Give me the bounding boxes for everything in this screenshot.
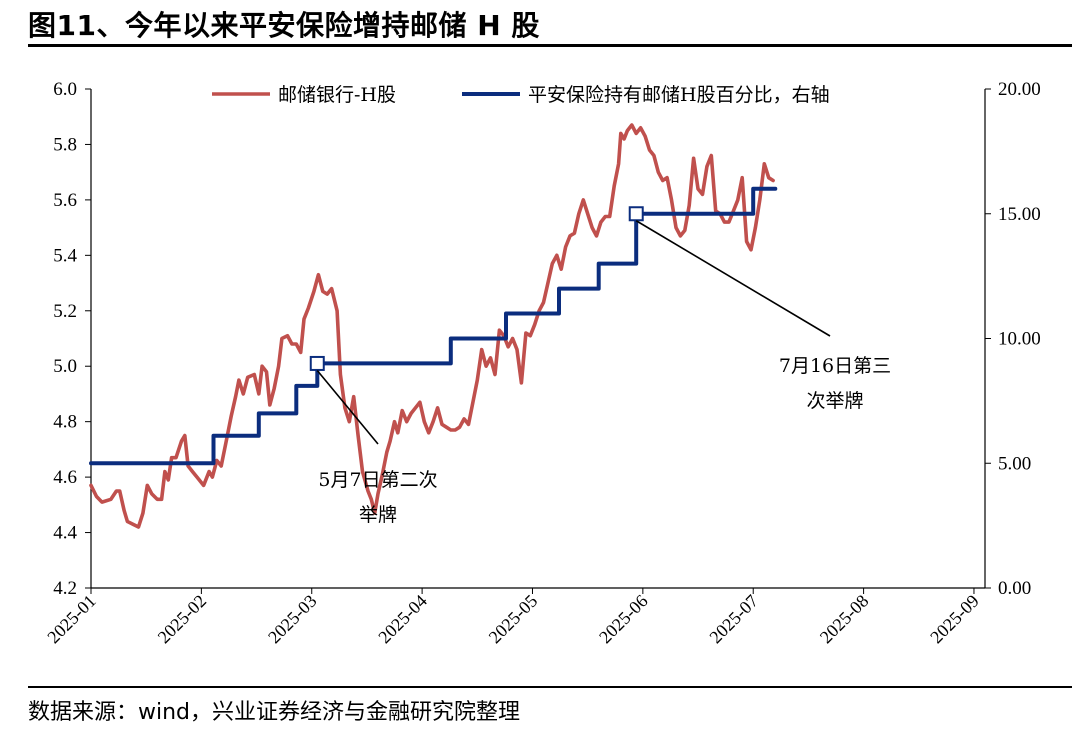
left-axis-tick-label: 5.8	[53, 134, 77, 155]
chart-legend: 邮储银行-H股 平安保险持有邮储H股百分比，右轴	[212, 84, 830, 106]
left-axis-tick-label: 5.2	[53, 301, 77, 322]
source-rule	[28, 686, 1072, 688]
x-axis-tick-label: 2025-09	[926, 591, 983, 648]
annotation-text-2: 7月16日第三	[779, 355, 891, 377]
source-note: 数据来源：wind，兴业证券经济与金融研究院整理	[28, 700, 521, 725]
right-axis-tick-label: 10.00	[998, 329, 1041, 350]
annotation-leader-line-1	[316, 369, 379, 445]
left-axis-tick-label: 4.8	[53, 412, 77, 433]
x-axis-tick-label: 2025-07	[705, 591, 762, 648]
x-axis-tick-label: 2025-01	[43, 591, 100, 648]
left-axis-tick-label: 4.2	[53, 578, 77, 599]
x-axis-tick-label: 2025-05	[485, 591, 542, 648]
right-axis-tick-label: 0.00	[998, 578, 1031, 599]
legend-label-price: 邮储银行-H股	[278, 84, 396, 106]
chart-canvas: 4.2 4.4 4.6 4.8 5.0 5.2 5.4 5.6 5.8 6.0 0.00 5.00 10…	[43, 79, 1041, 648]
right-axis-tick-label: 15.00	[998, 204, 1041, 225]
annotation-text-1: 举牌	[359, 504, 397, 526]
x-axis-tick-label: 2025-08	[816, 591, 873, 648]
holding-marker-2	[628, 206, 644, 222]
left-axis-tick-label: 4.6	[53, 467, 77, 488]
series-line-pingan-holding-pct	[89, 186, 778, 466]
holding-marker-1	[309, 355, 325, 371]
left-axis-tick-label: 5.4	[53, 245, 77, 266]
annotation-leader-line-2	[635, 220, 831, 337]
series-line-psbc-h-price	[89, 123, 775, 529]
legend-label-holding: 平安保险持有邮储H股百分比，右轴	[528, 84, 830, 106]
figure-title: 图11、今年以来平安保险增持邮储 H 股	[28, 9, 540, 42]
left-axis-tick-label: 5.6	[53, 190, 77, 211]
right-axis-tick-label: 20.00	[998, 79, 1041, 100]
x-axis-tick-label: 2025-03	[264, 591, 321, 648]
x-axis-tick-label: 2025-04	[374, 591, 431, 648]
annotation-text-2: 次举牌	[806, 390, 863, 412]
annotation-text-1: 5月7日第二次	[318, 469, 437, 491]
left-axis-tick-label: 6.0	[53, 79, 77, 100]
right-axis-tick-label: 5.00	[998, 453, 1031, 474]
chart-series	[89, 123, 778, 529]
left-axis-tick-label: 5.0	[53, 356, 77, 377]
x-axis-tick-label: 2025-02	[154, 591, 211, 648]
x-axis-tick-label: 2025-06	[595, 591, 652, 648]
left-axis-tick-label: 4.4	[53, 523, 77, 544]
title-rule	[28, 44, 1072, 47]
